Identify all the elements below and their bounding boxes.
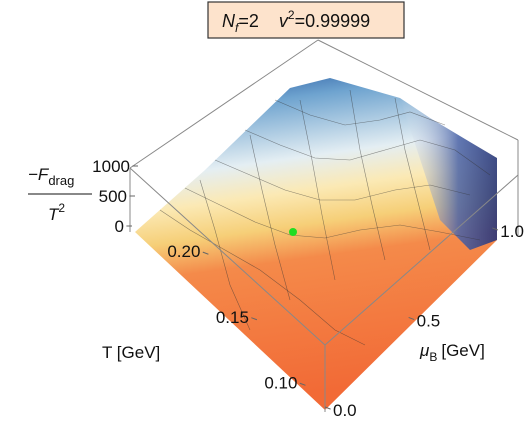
y-tick	[408, 316, 415, 321]
box-edge	[324, 174, 519, 346]
x-tick	[251, 317, 258, 321]
surface	[135, 78, 497, 410]
z-tick-label: 1000	[92, 157, 130, 176]
z-label-numerator: −Fdrag	[28, 165, 74, 188]
y-tick-label: 0.5	[417, 311, 441, 330]
box-edge	[129, 167, 326, 346]
title: Nf=2 v2=0.99999	[222, 8, 370, 35]
z-label-denominator: T2	[48, 201, 65, 224]
marker-point	[289, 228, 297, 236]
z-label-part: drag	[48, 173, 74, 188]
box-back	[129, 39, 519, 169]
box-edge	[317, 39, 519, 141]
title-part: N	[222, 11, 236, 31]
y-tick	[492, 227, 499, 231]
box-edge	[129, 39, 319, 169]
x-tick-label: 0.10	[264, 373, 297, 392]
y-label-part: [GeV]	[441, 341, 484, 360]
box-front	[129, 140, 519, 412]
title-part: 2	[288, 8, 295, 22]
y-tick-label: 1.0	[500, 222, 524, 241]
z-label-part: −F	[28, 165, 50, 184]
y-axis-label: μB [GeV]	[419, 341, 485, 364]
title-part: =0.99999	[295, 11, 371, 31]
surface-wall	[400, 98, 497, 250]
title-box: Nf=2 v2=0.99999	[207, 1, 405, 39]
title-part: =2	[238, 11, 259, 31]
mesh	[159, 89, 491, 346]
z-tick-label: 500	[99, 187, 127, 206]
x-tick	[299, 382, 306, 386]
z-tick-label: 0	[115, 217, 124, 236]
x-tick	[202, 251, 209, 255]
z-label-part: T	[48, 205, 60, 224]
title-part: f	[235, 21, 240, 35]
x-tick-label: 0.20	[167, 242, 200, 261]
x-tick-label: 0.15	[216, 308, 249, 327]
y-tick-label: 0.0	[333, 401, 357, 420]
title-frame	[207, 1, 405, 39]
z-label-part: 2	[58, 201, 65, 215]
title-part: v	[279, 11, 289, 31]
z-axis-label: −Fdrag T2	[28, 165, 92, 224]
x-axis-label: T [GeV]	[102, 343, 160, 362]
y-label-part: μ	[419, 341, 430, 360]
y-tick	[324, 406, 331, 410]
y-label-part: B	[429, 350, 437, 364]
